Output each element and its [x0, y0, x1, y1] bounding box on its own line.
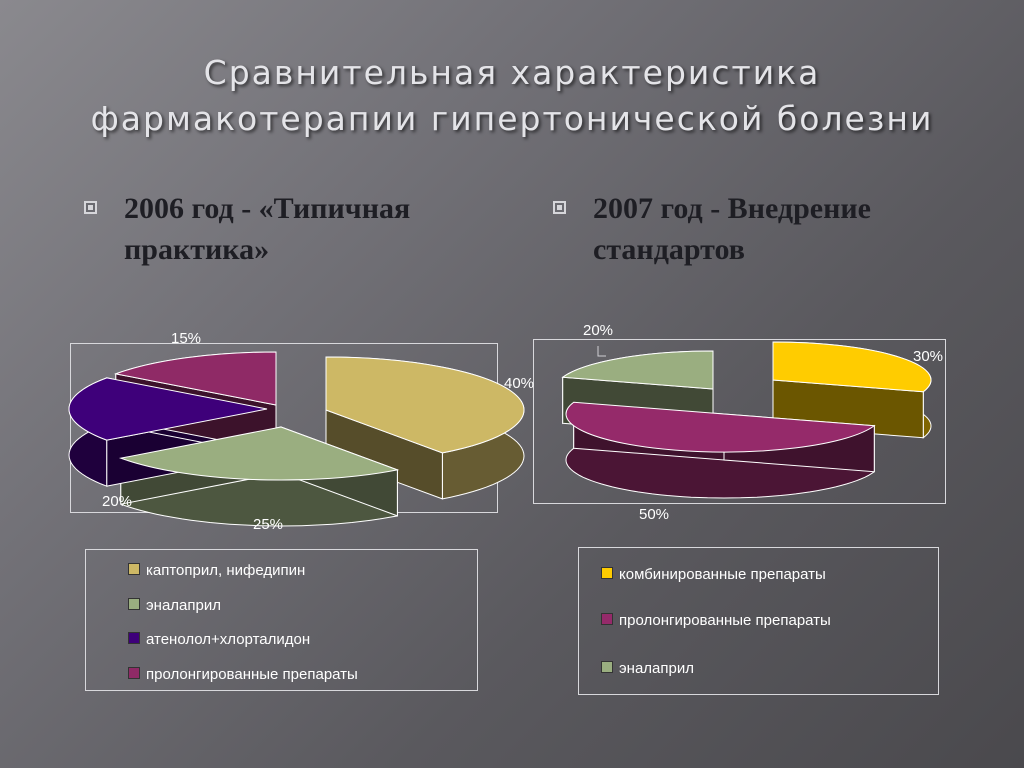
legend-item: атенолол+хлорталидон — [128, 631, 310, 648]
pie-value-label: 40% — [504, 375, 534, 392]
slide-title-line-2: фармакотерапии гипертонической болезни — [90, 99, 934, 138]
legend-label: эналаприл — [146, 597, 221, 614]
legend-label: каптоприл, нифедипин — [146, 562, 306, 579]
pie-value-label: 30% — [913, 348, 943, 365]
legend-2007: комбинированные препараты пролонгированн… — [578, 547, 939, 695]
legend-item: комбинированные препараты — [601, 566, 826, 583]
bullet-2006-line-1: 2006 год - «Типичная — [124, 192, 411, 225]
pie-value-label: 25% — [253, 516, 283, 533]
pie-value-label: 20% — [102, 493, 132, 510]
legend-item: эналаприл — [601, 660, 694, 677]
legend-item: каптоприл, нифедипин — [128, 562, 305, 579]
legend-swatch — [128, 598, 140, 611]
legend-swatch — [601, 661, 613, 674]
legend-label: атенолол+хлорталидон — [146, 631, 311, 648]
legend-item: пролонгированные препараты — [128, 666, 358, 683]
pie-slice — [565, 401, 876, 453]
legend-swatch — [601, 567, 613, 580]
legend-2006: каптоприл, нифедипин эналаприл атенолол+… — [85, 549, 478, 691]
bullet-2007-line-2: стандартов — [593, 233, 745, 266]
pie-value-label: 15% — [171, 330, 201, 347]
pie-slice — [113, 351, 277, 406]
square-bullet-icon — [84, 201, 97, 214]
legend-swatch — [128, 563, 140, 576]
legend-item: эналаприл — [128, 597, 221, 614]
chart-2007-frame — [533, 339, 946, 504]
legend-swatch — [128, 632, 140, 645]
legend-swatch — [128, 667, 140, 680]
slide-title: Сравнительная характеристика фармакотера… — [0, 50, 1024, 142]
bullet-2006: 2006 год - «Типичная практика» — [84, 188, 411, 270]
pie-slice — [68, 377, 268, 441]
legend-label: пролонгированные препараты — [619, 612, 831, 629]
bullet-2007: 2007 год - Внедрение стандартов — [553, 188, 871, 270]
legend-label: пролонгированные препараты — [146, 666, 358, 683]
pie-value-label: 50% — [639, 506, 669, 523]
bullet-2006-line-2: практика» — [124, 233, 270, 266]
pie-slice — [772, 341, 932, 393]
legend-swatch — [601, 613, 613, 626]
slide-title-line-1: Сравнительная характеристика — [203, 53, 821, 92]
pie-slice — [118, 426, 400, 481]
legend-label: комбинированные препараты — [619, 566, 826, 583]
square-bullet-icon — [553, 201, 566, 214]
leader-line — [597, 346, 606, 357]
pie-slice — [325, 356, 525, 454]
legend-label: эналаприл — [619, 660, 694, 677]
legend-item: пролонгированные препараты — [601, 612, 831, 629]
pie-value-label: 20% — [583, 322, 613, 339]
bullet-2007-line-1: 2007 год - Внедрение — [593, 192, 871, 225]
pie-slice — [561, 350, 714, 390]
